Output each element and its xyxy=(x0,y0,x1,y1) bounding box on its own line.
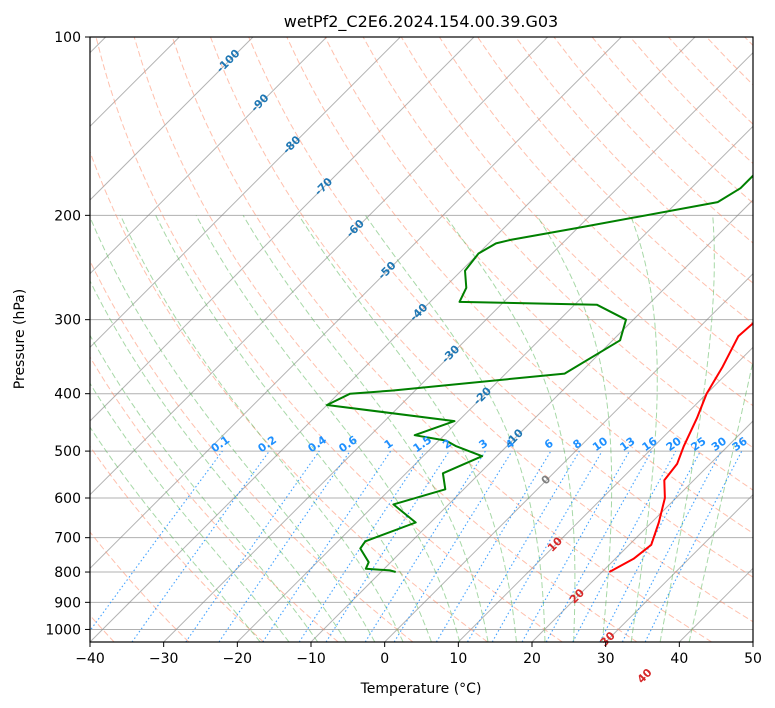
isotherm-line xyxy=(90,37,401,349)
dry-adiabat-line xyxy=(171,37,712,642)
mixing-ratio-line xyxy=(131,450,270,642)
y-tick-label: 300 xyxy=(54,313,81,329)
moist-adiabat-line xyxy=(90,279,347,642)
mixing-ratio-line xyxy=(298,450,425,642)
isotherm-line xyxy=(384,272,753,642)
x-tick-label: 10 xyxy=(449,651,467,667)
y-tick-label: 500 xyxy=(54,444,81,460)
isotherm-line xyxy=(90,37,622,570)
dry-adiabat-line xyxy=(400,37,753,407)
mixing-ratio-line xyxy=(262,450,392,642)
isotherm-line xyxy=(90,37,328,275)
dry-adiabat-line xyxy=(210,37,753,623)
mixing-ratio-line xyxy=(545,450,653,642)
isotherm-line xyxy=(163,51,753,642)
isotherm-line xyxy=(90,37,475,422)
second-profile-line xyxy=(326,174,753,573)
y-tick-label: 1000 xyxy=(45,622,81,638)
dry-adiabat-line xyxy=(90,259,414,642)
y-tick-label: 700 xyxy=(54,531,81,547)
moist-adiabat-line xyxy=(630,215,658,642)
x-tick-label: 0 xyxy=(380,651,389,667)
mixing-ratio-line xyxy=(218,450,351,642)
dry-adiabat-line xyxy=(90,150,488,642)
mixing-ratio-line xyxy=(644,450,743,642)
isotherm-line xyxy=(457,346,753,642)
mixing-ratio-line xyxy=(185,450,320,642)
axes: −40 −30 −20 −10 0 10 20 30 40 50 100 200 300 400 500 60… xyxy=(45,30,762,667)
dry-adiabat-line xyxy=(95,37,563,642)
x-axis-title: Temperature (°C) xyxy=(360,681,482,697)
dry-adiabat-line xyxy=(90,531,190,642)
moist-adiabat-line xyxy=(688,358,753,642)
moist-adiabat-line xyxy=(90,426,261,642)
dry-adiabat-line xyxy=(248,37,753,578)
moist-adiabat-line xyxy=(242,215,489,642)
moist-adiabat-line xyxy=(90,334,319,642)
moist-adiabat-line xyxy=(120,215,404,642)
x-tick-label: −40 xyxy=(75,651,105,667)
moist-adiabat-line xyxy=(364,215,546,642)
moist-adiabat-line xyxy=(444,215,576,642)
mixing-ratio-line xyxy=(572,450,677,642)
dry-adiabat-line xyxy=(90,445,264,642)
moist-adiabat-line xyxy=(298,215,517,642)
isotherm-line xyxy=(90,37,696,642)
y-tick-label: 900 xyxy=(54,595,81,611)
profile-lines xyxy=(326,174,753,573)
mixing-ratio-line xyxy=(393,450,513,642)
moist-adiabat-line xyxy=(90,215,376,642)
isotherm-line xyxy=(90,37,549,496)
background-lines xyxy=(90,37,753,642)
dry-adiabat-line xyxy=(515,37,753,284)
x-tick-label: 50 xyxy=(744,651,762,667)
mixing-ratio-line xyxy=(90,450,223,632)
plot-frame xyxy=(89,36,754,643)
x-tick-label: 20 xyxy=(523,651,541,667)
x-tick-label: 40 xyxy=(670,651,688,667)
isotherm-line xyxy=(90,37,254,201)
moist-adiabat-line xyxy=(195,215,461,642)
dry-adiabat-line xyxy=(90,356,339,642)
y-tick-label: 800 xyxy=(54,565,81,581)
dry-adiabat-line xyxy=(438,37,753,366)
y-axis-title: Pressure (hPa) xyxy=(12,289,28,389)
isotherm-line xyxy=(605,493,753,642)
y-tick-label: 200 xyxy=(54,208,81,224)
x-tick-label: −20 xyxy=(223,651,253,667)
dry-adiabat-line xyxy=(286,37,753,534)
y-tick-label: 400 xyxy=(54,387,81,403)
y-tick-label: 600 xyxy=(54,491,81,507)
isotherm-line xyxy=(531,420,753,642)
temperature-profile-line xyxy=(608,321,753,573)
chart-title: wetPf2_C2E6.2024.154.00.39.G03 xyxy=(284,12,558,32)
mixing-ratio-line xyxy=(521,450,630,642)
moist-adiabat-line xyxy=(659,215,715,642)
x-tick-label: −10 xyxy=(296,651,326,667)
y-tick-label: 100 xyxy=(54,30,81,46)
mixing-ratio-line xyxy=(325,450,450,642)
x-tick-label: −30 xyxy=(149,651,179,667)
moist-adiabat-line xyxy=(155,215,432,642)
x-tick-label: 30 xyxy=(597,651,615,667)
isotherm-line xyxy=(236,125,753,642)
